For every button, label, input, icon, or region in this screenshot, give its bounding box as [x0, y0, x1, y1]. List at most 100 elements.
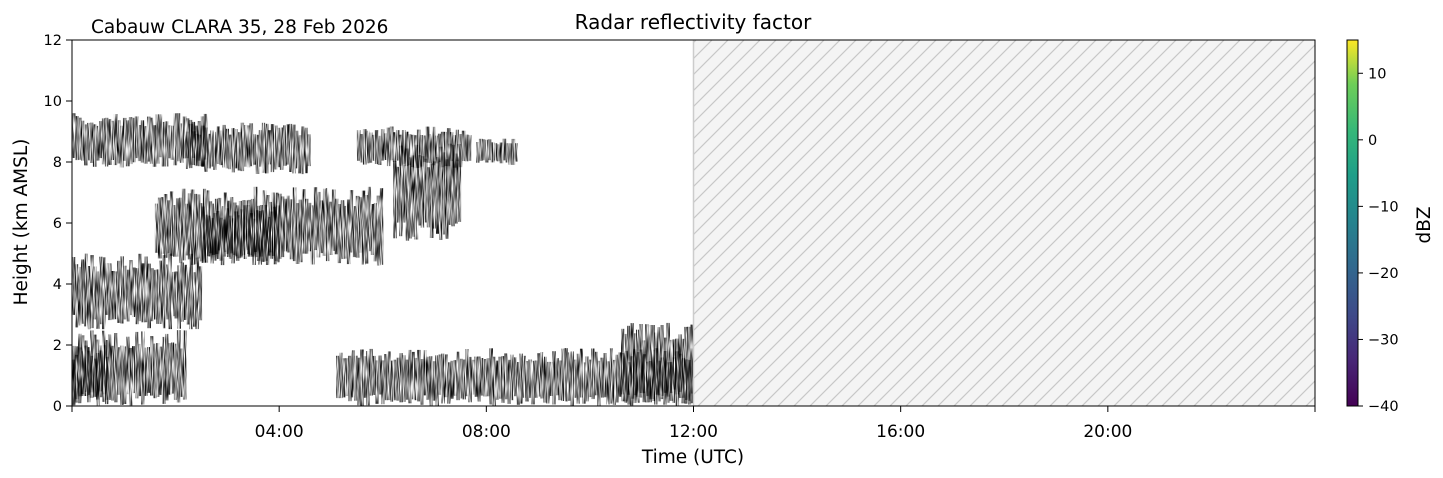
echo-cell: [102, 345, 106, 395]
echo-cell: [137, 125, 142, 162]
echo-cell: [474, 356, 478, 397]
echo-cell: [464, 134, 469, 162]
y-tick-label: 8: [53, 155, 62, 171]
echo-cell: [502, 138, 507, 161]
echo-cell: [225, 208, 229, 254]
echo-cell: [108, 334, 112, 400]
echo-cell: [414, 357, 418, 401]
echo-cell: [339, 352, 343, 399]
echo-cell: [231, 128, 235, 173]
echo-cell: [411, 155, 416, 237]
echo-cell: [487, 139, 492, 161]
echo-cell: [120, 256, 124, 324]
echo-cell: [105, 356, 109, 400]
echo-cell: [216, 126, 220, 164]
echo-cell: [423, 158, 428, 223]
echo-cell: [478, 138, 483, 161]
echo-cell: [399, 145, 403, 237]
echo-cell: [490, 142, 495, 163]
echo-cell: [114, 333, 118, 403]
echo-cell: [184, 203, 189, 256]
echo-cell: [78, 266, 82, 326]
echo-cell: [381, 360, 385, 405]
echo-region: [201, 204, 280, 265]
echo-cell: [401, 130, 406, 165]
echo-cell: [154, 203, 159, 253]
echo-cell: [169, 191, 174, 256]
echo-cell: [319, 200, 324, 254]
echo-cell: [630, 323, 634, 406]
echo-cell: [618, 352, 622, 397]
echo-cell: [588, 359, 592, 398]
echo-cell: [234, 129, 238, 169]
echo-cell: [328, 201, 333, 255]
echo-cell: [78, 347, 82, 404]
echo-cell: [96, 353, 100, 406]
echo-cell: [114, 271, 118, 320]
echo-cell: [383, 133, 388, 160]
echo-cell: [183, 264, 187, 320]
echo-cell: [155, 114, 160, 164]
echo-cell: [516, 362, 520, 405]
echo-cell: [75, 264, 79, 328]
echo-cell: [270, 211, 274, 259]
echo-cell: [129, 347, 133, 406]
echo-cell: [423, 350, 427, 396]
echo-cell: [134, 116, 139, 159]
echo-cell: [210, 217, 214, 264]
echo-cell: [337, 204, 342, 264]
echo-cell: [386, 127, 391, 167]
echo-cell: [375, 360, 379, 404]
echo-cell: [135, 268, 139, 325]
echo-cell: [198, 134, 202, 167]
echo-cell: [624, 333, 628, 402]
echo-cell: [371, 134, 376, 161]
echo-cell: [514, 143, 518, 162]
echo-cell: [276, 127, 281, 168]
echo-cell: [298, 135, 302, 174]
echo-cell: [369, 348, 373, 396]
echo-cell: [471, 359, 475, 395]
echo-cell: [87, 266, 91, 330]
echo-cell: [225, 128, 229, 169]
echo-cell: [313, 187, 318, 251]
echo-cell: [273, 206, 277, 265]
echo-cell: [307, 202, 312, 252]
echo-cell: [519, 353, 523, 404]
echo-cell: [370, 204, 375, 255]
echo-cell: [289, 199, 294, 260]
echo-cell: [357, 357, 361, 406]
echo-cell: [219, 217, 223, 261]
echo-cell: [492, 356, 496, 406]
echo-cell: [432, 361, 436, 401]
echo-cell: [393, 161, 397, 239]
echo-cell: [511, 138, 516, 165]
echo-cell: [216, 210, 220, 259]
echo-cell: [198, 266, 203, 321]
echo-cell: [204, 214, 209, 263]
echo-cell: [501, 356, 505, 403]
echo-cell: [441, 353, 445, 404]
echo-cell: [243, 205, 247, 259]
echo-cell: [72, 113, 76, 158]
echo-cell: [150, 336, 154, 396]
echo-cell: [185, 131, 190, 169]
chart-subtitle: Cabauw CLARA 35, 28 Feb 2026: [91, 17, 388, 38]
echo-cell: [368, 132, 373, 163]
echo-cell: [528, 359, 532, 398]
echo-cell: [157, 197, 162, 259]
echo-cell: [451, 144, 455, 227]
colorbar: [1346, 39, 1359, 407]
echo-cell: [301, 126, 305, 175]
echo-cell: [213, 131, 217, 170]
echo-cell: [228, 134, 232, 170]
echo-cell: [143, 126, 148, 164]
colorbar-tick-label: −40: [1368, 399, 1399, 415]
echo-cell: [307, 134, 311, 167]
x-tick-label: 20:00: [1083, 422, 1132, 442]
echo-cell: [110, 120, 115, 160]
echo-cell: [393, 359, 397, 401]
echo-cell: [402, 355, 406, 402]
echo-cell: [168, 343, 172, 395]
echo-cell: [392, 132, 397, 162]
